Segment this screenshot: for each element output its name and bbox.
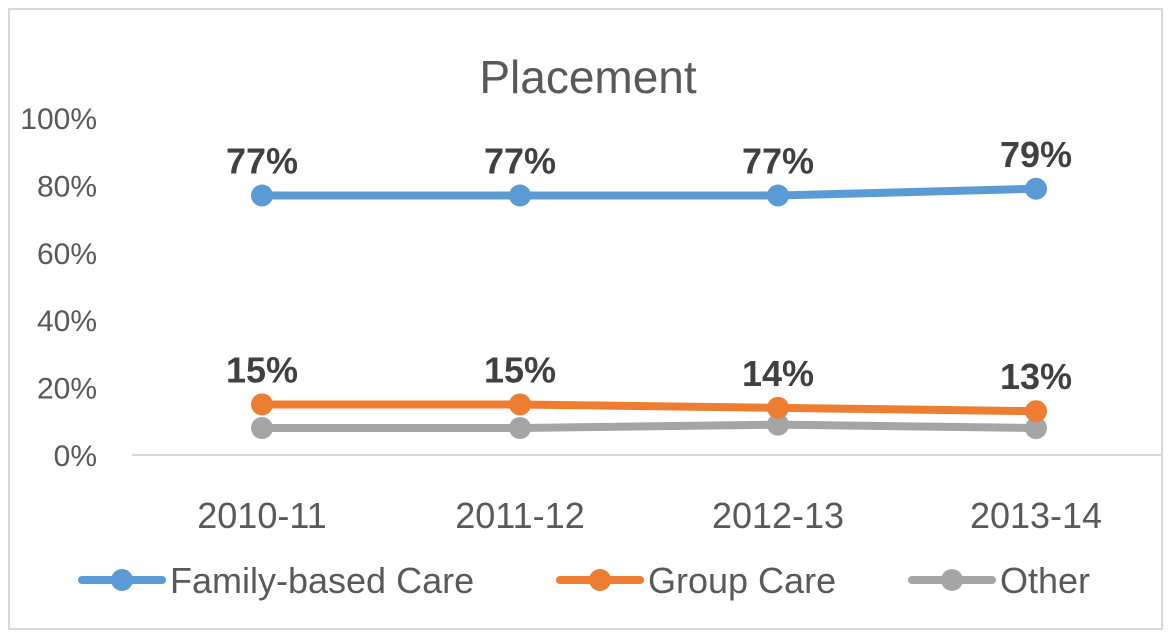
x-axis: 2010-11 2011-12 2012-13 2013-14 bbox=[197, 495, 1102, 536]
data-point bbox=[767, 413, 789, 436]
data-point bbox=[1025, 400, 1047, 423]
legend-swatch-marker bbox=[941, 569, 963, 591]
data-label: 77% bbox=[226, 141, 298, 182]
series-line bbox=[258, 420, 1040, 433]
data-label: 13% bbox=[1000, 356, 1072, 397]
y-tick-label: 0% bbox=[54, 440, 97, 473]
y-tick-label: 100% bbox=[20, 103, 97, 136]
data-point bbox=[1025, 417, 1047, 440]
legend: Family-based Care Group Care Other bbox=[78, 560, 1090, 601]
x-tick-label: 2012-13 bbox=[712, 495, 844, 536]
data-point bbox=[767, 396, 789, 419]
data-label: 77% bbox=[742, 141, 814, 182]
data-label: 15% bbox=[484, 349, 556, 390]
chart-title: Placement bbox=[479, 51, 697, 103]
data-label: 77% bbox=[484, 141, 556, 182]
y-tick-label: 60% bbox=[37, 238, 97, 271]
legend-label: Other bbox=[1000, 560, 1090, 601]
series-layer bbox=[251, 177, 1047, 440]
data-label: 14% bbox=[742, 353, 814, 394]
data-point bbox=[509, 184, 531, 207]
y-tick-label: 80% bbox=[37, 170, 97, 203]
chart-frame bbox=[8, 8, 1163, 630]
data-label: 79% bbox=[1000, 134, 1072, 175]
series-line bbox=[258, 400, 1040, 416]
y-tick-label: 20% bbox=[37, 373, 97, 406]
data-point bbox=[509, 417, 531, 440]
y-axis: 0% 20% 40% 60% 80% 100% bbox=[20, 103, 97, 473]
x-tick-label: 2011-12 bbox=[455, 495, 584, 536]
legend-label: Group Care bbox=[648, 560, 836, 601]
legend-swatch-marker bbox=[589, 569, 611, 591]
data-label: 15% bbox=[226, 349, 298, 390]
x-tick-label: 2010-11 bbox=[197, 495, 326, 536]
x-tick-label: 2013-14 bbox=[970, 495, 1102, 536]
legend-swatch-marker bbox=[111, 569, 133, 591]
data-point bbox=[251, 417, 273, 440]
data-point bbox=[1025, 177, 1047, 200]
data-labels: 77% 77% 77% 79% 15% 15% 14% 13% bbox=[226, 134, 1072, 397]
series-line bbox=[258, 184, 1040, 200]
data-point bbox=[251, 184, 273, 207]
data-point bbox=[509, 393, 531, 416]
y-tick-label: 40% bbox=[37, 305, 97, 338]
data-point bbox=[251, 393, 273, 416]
legend-label: Family-based Care bbox=[170, 560, 474, 601]
data-point bbox=[767, 184, 789, 207]
